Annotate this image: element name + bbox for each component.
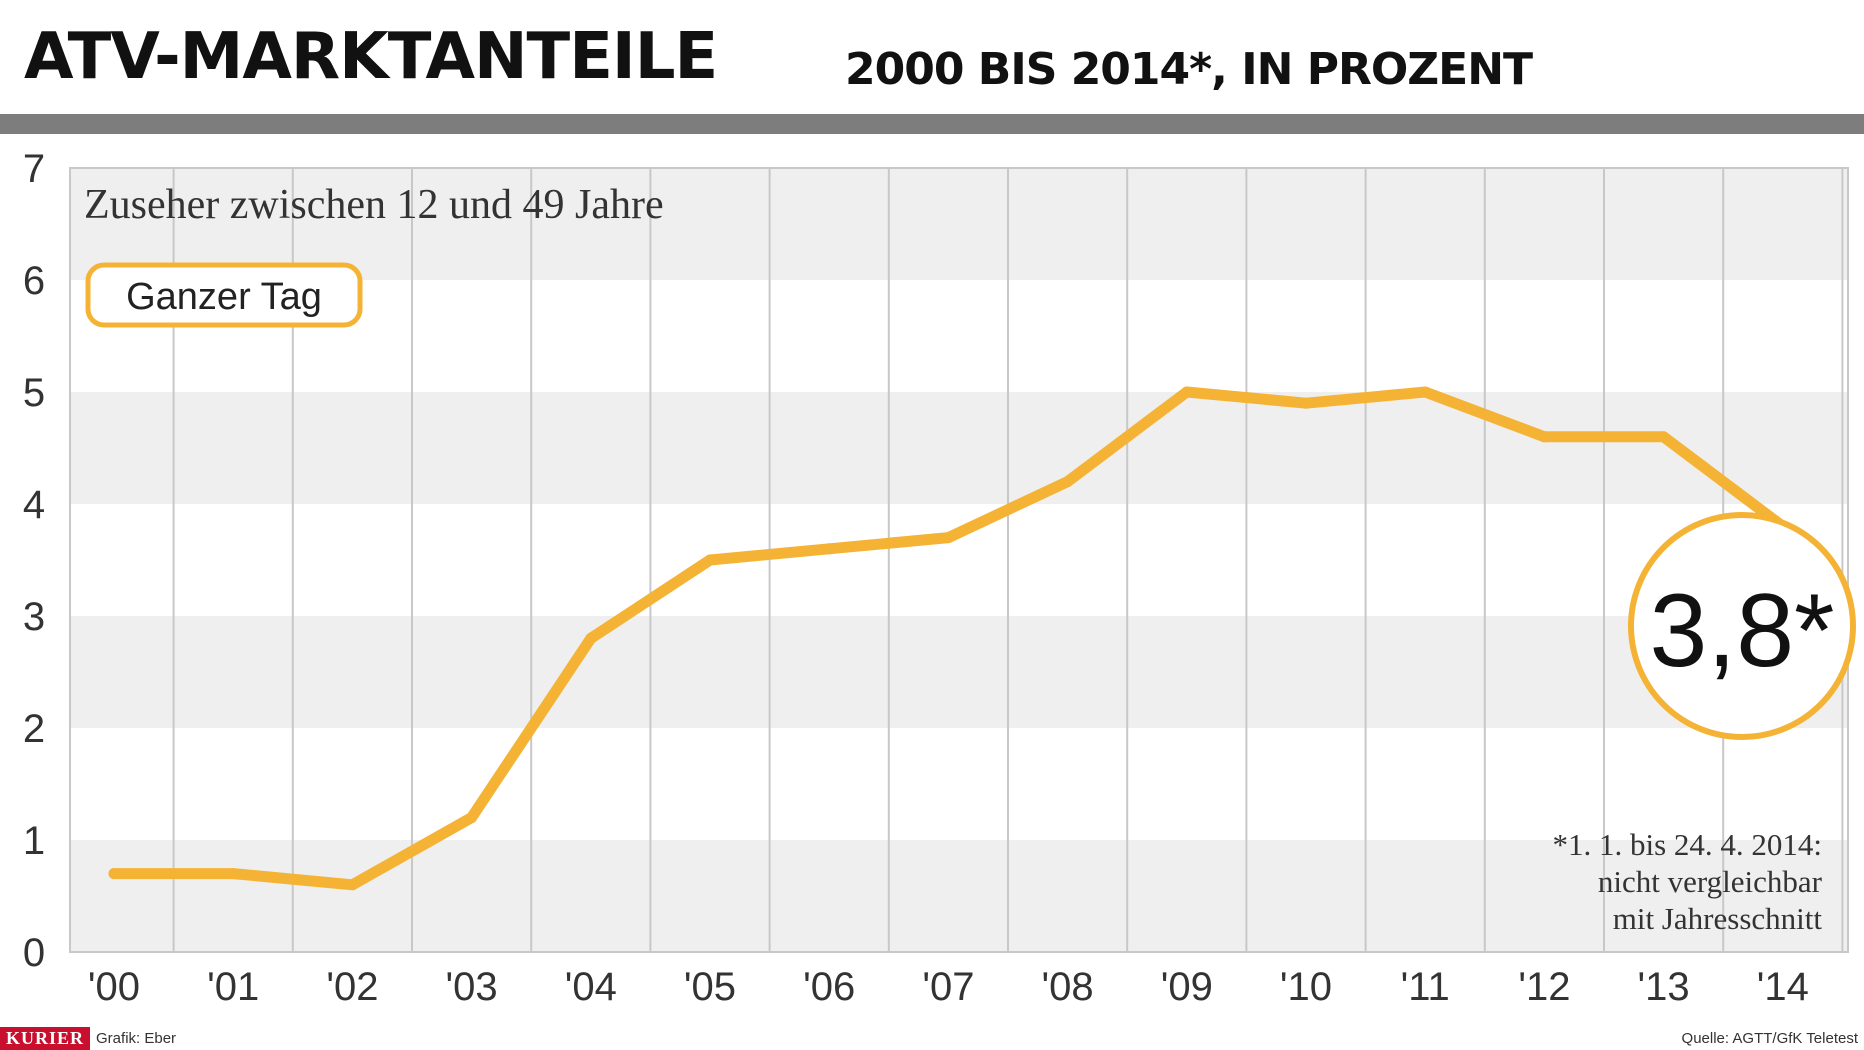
- y-tick-label-5: 5: [23, 371, 45, 415]
- band-6: [70, 168, 1848, 280]
- y-axis-ticks: 0 1 2 3 4 5 6 7: [23, 147, 45, 975]
- data-point-2: [346, 879, 358, 891]
- data-point-7: [942, 532, 954, 544]
- x-tick-label-9: '09: [1161, 965, 1213, 1009]
- callout-value: 3,8*: [1649, 573, 1834, 689]
- legend-box: [85, 262, 363, 328]
- y-tick-label-1: 1: [23, 819, 45, 863]
- graphic-credit: Grafik: Eber: [96, 1029, 177, 1047]
- chart-subtitle: 2000 BIS 2014*, IN PROZENT: [845, 44, 1533, 95]
- background-bands: [70, 168, 1848, 952]
- y-tick-label-0: 0: [23, 931, 45, 975]
- legend-label: Ganzer Tag: [126, 276, 322, 318]
- footer-left: KURIER Grafik: Eber: [0, 1026, 177, 1050]
- chart-title: ATV-MARKTANTEILE: [24, 20, 718, 94]
- data-point-8: [1062, 476, 1074, 488]
- x-tick-label-3: '03: [446, 965, 498, 1009]
- data-point-5: [704, 554, 716, 566]
- x-tick-label-7: '07: [922, 965, 974, 1009]
- callout: 3,8*: [1628, 512, 1856, 740]
- x-tick-label-12: '12: [1518, 965, 1570, 1009]
- callout-circle: [1628, 512, 1856, 740]
- band-2: [70, 616, 1848, 728]
- y-tick-label-2: 2: [23, 707, 45, 751]
- y-tick-label-4: 4: [23, 483, 45, 527]
- data-point-1: [227, 868, 239, 880]
- x-tick-label-13: '13: [1638, 965, 1690, 1009]
- x-tick-label-10: '10: [1280, 965, 1332, 1009]
- band-5: [70, 280, 1848, 392]
- data-point-6: [823, 543, 835, 555]
- brand-logo: KURIER: [0, 1026, 91, 1050]
- x-tick-label-5: '05: [684, 965, 736, 1009]
- y-tick-label-3: 3: [23, 595, 45, 639]
- x-tick-label-1: '01: [207, 965, 259, 1009]
- x-axis-ticks: '00 '01 '02 '03 '04 '05 '06 '07 '08 '09 '10 '11 '12 '…: [88, 965, 1809, 1009]
- x-tick-label-8: '08: [1042, 965, 1094, 1009]
- data-point-11: [1419, 386, 1431, 398]
- data-point-10: [1300, 397, 1312, 409]
- data-point-4: [585, 632, 597, 644]
- footnote-line-2: nicht vergleichbar: [1598, 864, 1823, 899]
- x-tick-label-11: '11: [1401, 965, 1450, 1009]
- data-point-9: [1181, 386, 1193, 398]
- data-point-0: [108, 868, 120, 880]
- x-tick-label-14: '14: [1757, 965, 1809, 1009]
- band-0: [70, 840, 1848, 952]
- plot-title: Zuseher zwischen 12 und 49 Jahre: [84, 182, 664, 228]
- source-credit: Quelle: AGTT/GfK Teletest: [1681, 1030, 1858, 1047]
- legend: Ganzer Tag: [85, 262, 363, 328]
- data-point-12: [1538, 431, 1550, 443]
- y-tick-label-7: 7: [23, 147, 45, 191]
- x-tick-label-0: '00: [88, 965, 140, 1009]
- footnote-line-3: mit Jahresschnitt: [1613, 901, 1823, 936]
- x-tick-label-4: '04: [565, 965, 617, 1009]
- header-divider: [0, 114, 1864, 134]
- footnote-line-1: *1. 1. bis 24. 4. 2014:: [1552, 827, 1822, 862]
- band-1: [70, 728, 1848, 840]
- band-4: [70, 392, 1848, 504]
- data-point-13: [1658, 431, 1670, 443]
- y-tick-label-6: 6: [23, 259, 45, 303]
- band-3: [70, 504, 1848, 616]
- footnote: *1. 1. bis 24. 4. 2014: nicht vergleichb…: [1552, 827, 1822, 936]
- plot-frame: [69, 167, 1849, 953]
- data-point-3: [466, 812, 478, 824]
- x-tick-label-2: '02: [326, 965, 378, 1009]
- x-tick-label-6: '06: [803, 965, 855, 1009]
